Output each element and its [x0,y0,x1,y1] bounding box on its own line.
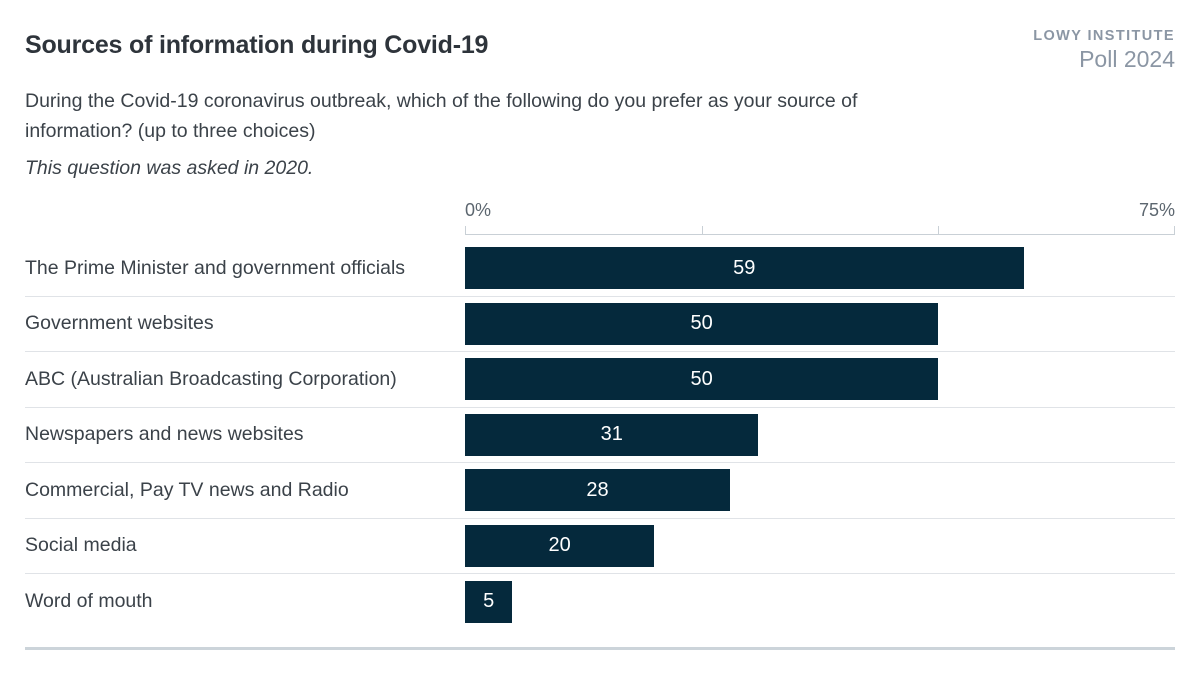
bar-value-label: 5 [483,590,495,613]
header: Sources of information during Covid-19 L… [25,28,1175,72]
axis-spacer [25,200,465,235]
bar: 50 [465,302,939,345]
x-axis-tick [938,226,940,236]
bar-chart: 0% 75% The Prime Minister and government… [25,200,1175,650]
bar-track: 59 [465,241,1175,296]
category-label: ABC (Australian Broadcasting Corporation… [25,367,397,390]
x-axis-max-label: 75% [1138,200,1175,221]
category-label: Government websites [25,312,214,335]
bar: 28 [465,469,731,512]
bar-track: 31 [465,408,1175,463]
bar-value-label: 50 [690,367,713,390]
x-axis-row: 0% 75% [25,200,1175,236]
bar-value-label: 20 [548,534,571,557]
chart-row: Commercial, Pay TV news and Radio 28 [25,463,1175,519]
category-label: Newspapers and news websites [25,423,304,446]
category-label: The Prime Minister and government offici… [25,256,406,279]
bar-value-label: 50 [690,312,713,335]
bar-track: 50 [465,297,1175,352]
x-axis-tick [701,226,703,236]
x-axis-min-label: 0% [465,200,492,221]
bar-track: 20 [465,519,1175,574]
chart-rows: The Prime Minister and government offici… [25,241,1175,630]
chart-row: Word of mouth 5 [25,574,1175,630]
chart-row: Social media 20 [25,519,1175,575]
chart-row: The Prime Minister and government offici… [25,241,1175,297]
bar-track: 28 [465,463,1175,518]
bar: 5 [465,580,513,623]
category-label: Word of mouth [25,590,153,613]
x-axis-tick [1174,226,1175,236]
bar: 50 [465,358,939,401]
x-axis-line [465,226,1175,236]
logo-institute-text: LOWY INSTITUTE [1033,28,1175,44]
x-axis-tick [465,226,466,236]
logo-poll-year-text: Poll 2024 [1079,45,1175,72]
bar-value-label: 59 [733,256,756,279]
chart-row: ABC (Australian Broadcasting Corporation… [25,352,1175,408]
bar-value-label: 31 [600,423,623,446]
bar: 20 [465,524,655,567]
chart-row: Newspapers and news websites 31 [25,408,1175,464]
bar: 31 [465,413,759,456]
bar-track: 50 [465,352,1175,407]
lowy-institute-logo: LOWY INSTITUTE Poll 2024 [1033,28,1175,72]
bar-track: 5 [465,574,1175,630]
bar-value-label: 28 [586,478,609,501]
x-axis-labels: 0% 75% [465,200,1175,226]
category-label: Commercial, Pay TV news and Radio [25,478,349,501]
bar: 59 [465,247,1024,290]
chart-note: This question was asked in 2020. [25,157,314,180]
x-axis: 0% 75% [465,200,1175,236]
chart-row: Government websites 50 [25,297,1175,353]
chart-bottom-rule [25,646,1175,650]
chart-subtitle: During the Covid-19 coronavirus outbreak… [25,90,858,143]
page-title: Sources of information during Covid-19 [25,31,489,59]
category-label: Social media [25,534,137,557]
